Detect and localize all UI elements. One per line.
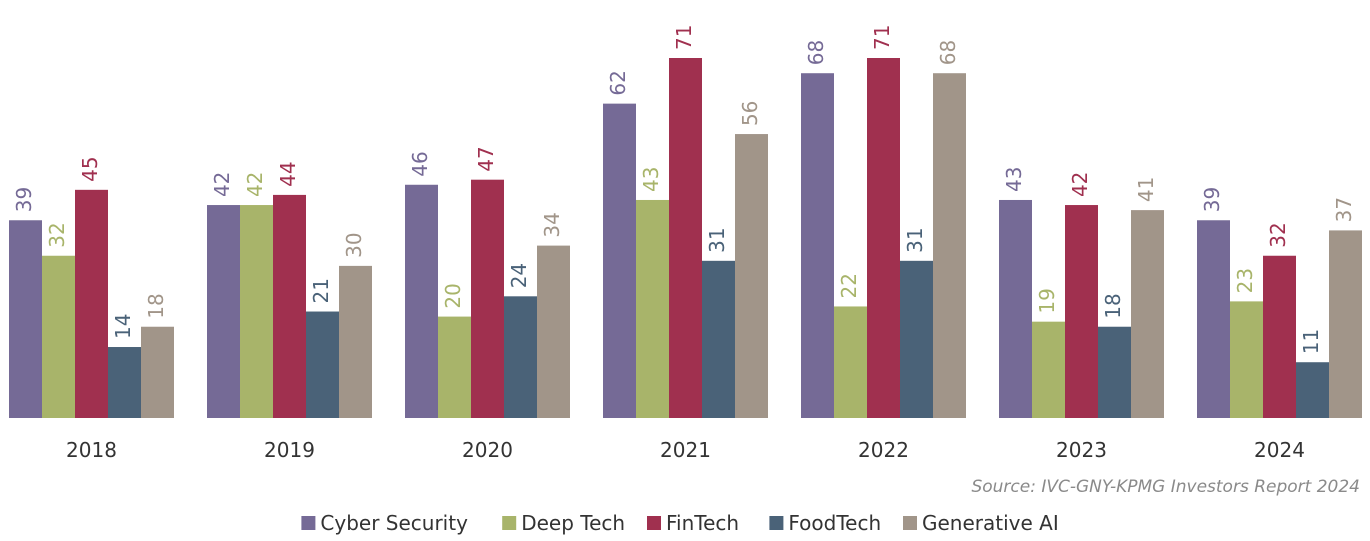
bar <box>1131 210 1164 418</box>
data-label: 30 <box>342 232 366 257</box>
data-label: 20 <box>441 283 465 308</box>
data-label: 41 <box>1134 177 1158 202</box>
legend-swatch <box>903 516 917 530</box>
bar <box>801 73 834 418</box>
x-tick-label: 2020 <box>462 438 513 462</box>
bar <box>1263 255 1296 418</box>
data-label: 18 <box>144 293 168 318</box>
x-tick-label: 2022 <box>858 438 909 462</box>
bar <box>339 265 372 418</box>
data-label: 23 <box>1233 268 1257 293</box>
data-label: 71 <box>870 25 894 50</box>
data-label: 39 <box>12 187 36 212</box>
data-label: 34 <box>540 212 564 237</box>
legend-label: FinTech <box>666 511 739 535</box>
bar <box>933 73 966 418</box>
bar <box>702 260 735 418</box>
data-label: 68 <box>936 40 960 65</box>
data-label: 62 <box>606 70 630 95</box>
data-label: 21 <box>309 278 333 303</box>
data-label: 71 <box>672 25 696 50</box>
bar <box>1296 362 1329 418</box>
legend-swatch <box>502 516 517 530</box>
bar <box>306 311 339 418</box>
bar <box>108 347 141 418</box>
bar <box>603 103 636 419</box>
bar <box>1098 326 1131 418</box>
data-label: 39 <box>1200 187 1224 212</box>
data-label: 19 <box>1035 288 1059 313</box>
legend-label: Generative AI <box>922 511 1059 535</box>
data-label: 31 <box>705 227 729 252</box>
data-label: 46 <box>408 151 432 176</box>
bar <box>75 189 108 418</box>
bar <box>405 184 438 418</box>
bar <box>537 245 570 418</box>
bar <box>1329 230 1362 418</box>
data-label: 31 <box>903 227 927 252</box>
bar <box>42 255 75 418</box>
legend-label: Deep Tech <box>521 511 625 535</box>
legend-label: FoodTech <box>788 511 881 535</box>
bar <box>1065 205 1098 418</box>
bar <box>900 260 933 418</box>
legend-swatch <box>647 516 661 530</box>
bar <box>207 205 240 418</box>
bar <box>636 199 669 418</box>
bar <box>9 220 42 418</box>
bar <box>1032 321 1065 418</box>
data-label: 43 <box>1002 167 1026 192</box>
bar <box>1197 220 1230 418</box>
bar <box>999 199 1032 418</box>
bar <box>471 179 504 418</box>
data-label: 14 <box>111 314 135 339</box>
data-label: 18 <box>1101 293 1125 318</box>
data-label: 43 <box>639 167 663 192</box>
data-label: 37 <box>1332 197 1356 222</box>
x-tick-label: 2018 <box>66 438 117 462</box>
bar <box>867 58 900 418</box>
data-label: 42 <box>210 172 234 197</box>
data-label: 22 <box>837 273 861 298</box>
x-tick-label: 2024 <box>1254 438 1305 462</box>
data-label: 56 <box>738 101 762 126</box>
legend-swatch <box>769 516 784 530</box>
data-label: 42 <box>1068 172 1092 197</box>
legend-swatch <box>301 516 316 530</box>
data-label: 68 <box>804 40 828 65</box>
data-label: 24 <box>507 263 531 288</box>
bar <box>504 296 537 418</box>
data-label: 47 <box>474 146 498 171</box>
legend-label: Cyber Security <box>320 511 468 535</box>
data-label: 32 <box>1266 222 1290 247</box>
data-label: 32 <box>45 222 69 247</box>
data-label: 44 <box>276 161 300 186</box>
bar <box>438 316 471 418</box>
bar <box>1230 301 1263 418</box>
bar <box>141 326 174 418</box>
data-label: 42 <box>243 172 267 197</box>
source-note: Source: IVC-GNY-KPMG Investors Report 20… <box>971 477 1360 497</box>
bar <box>735 134 768 418</box>
bar <box>240 205 273 418</box>
data-label: 11 <box>1299 329 1323 354</box>
bar <box>273 194 306 418</box>
x-tick-label: 2019 <box>264 438 315 462</box>
bar <box>834 306 867 418</box>
x-tick-label: 2021 <box>660 438 711 462</box>
bar <box>669 58 702 418</box>
x-tick-label: 2023 <box>1056 438 1107 462</box>
data-label: 45 <box>78 156 102 181</box>
